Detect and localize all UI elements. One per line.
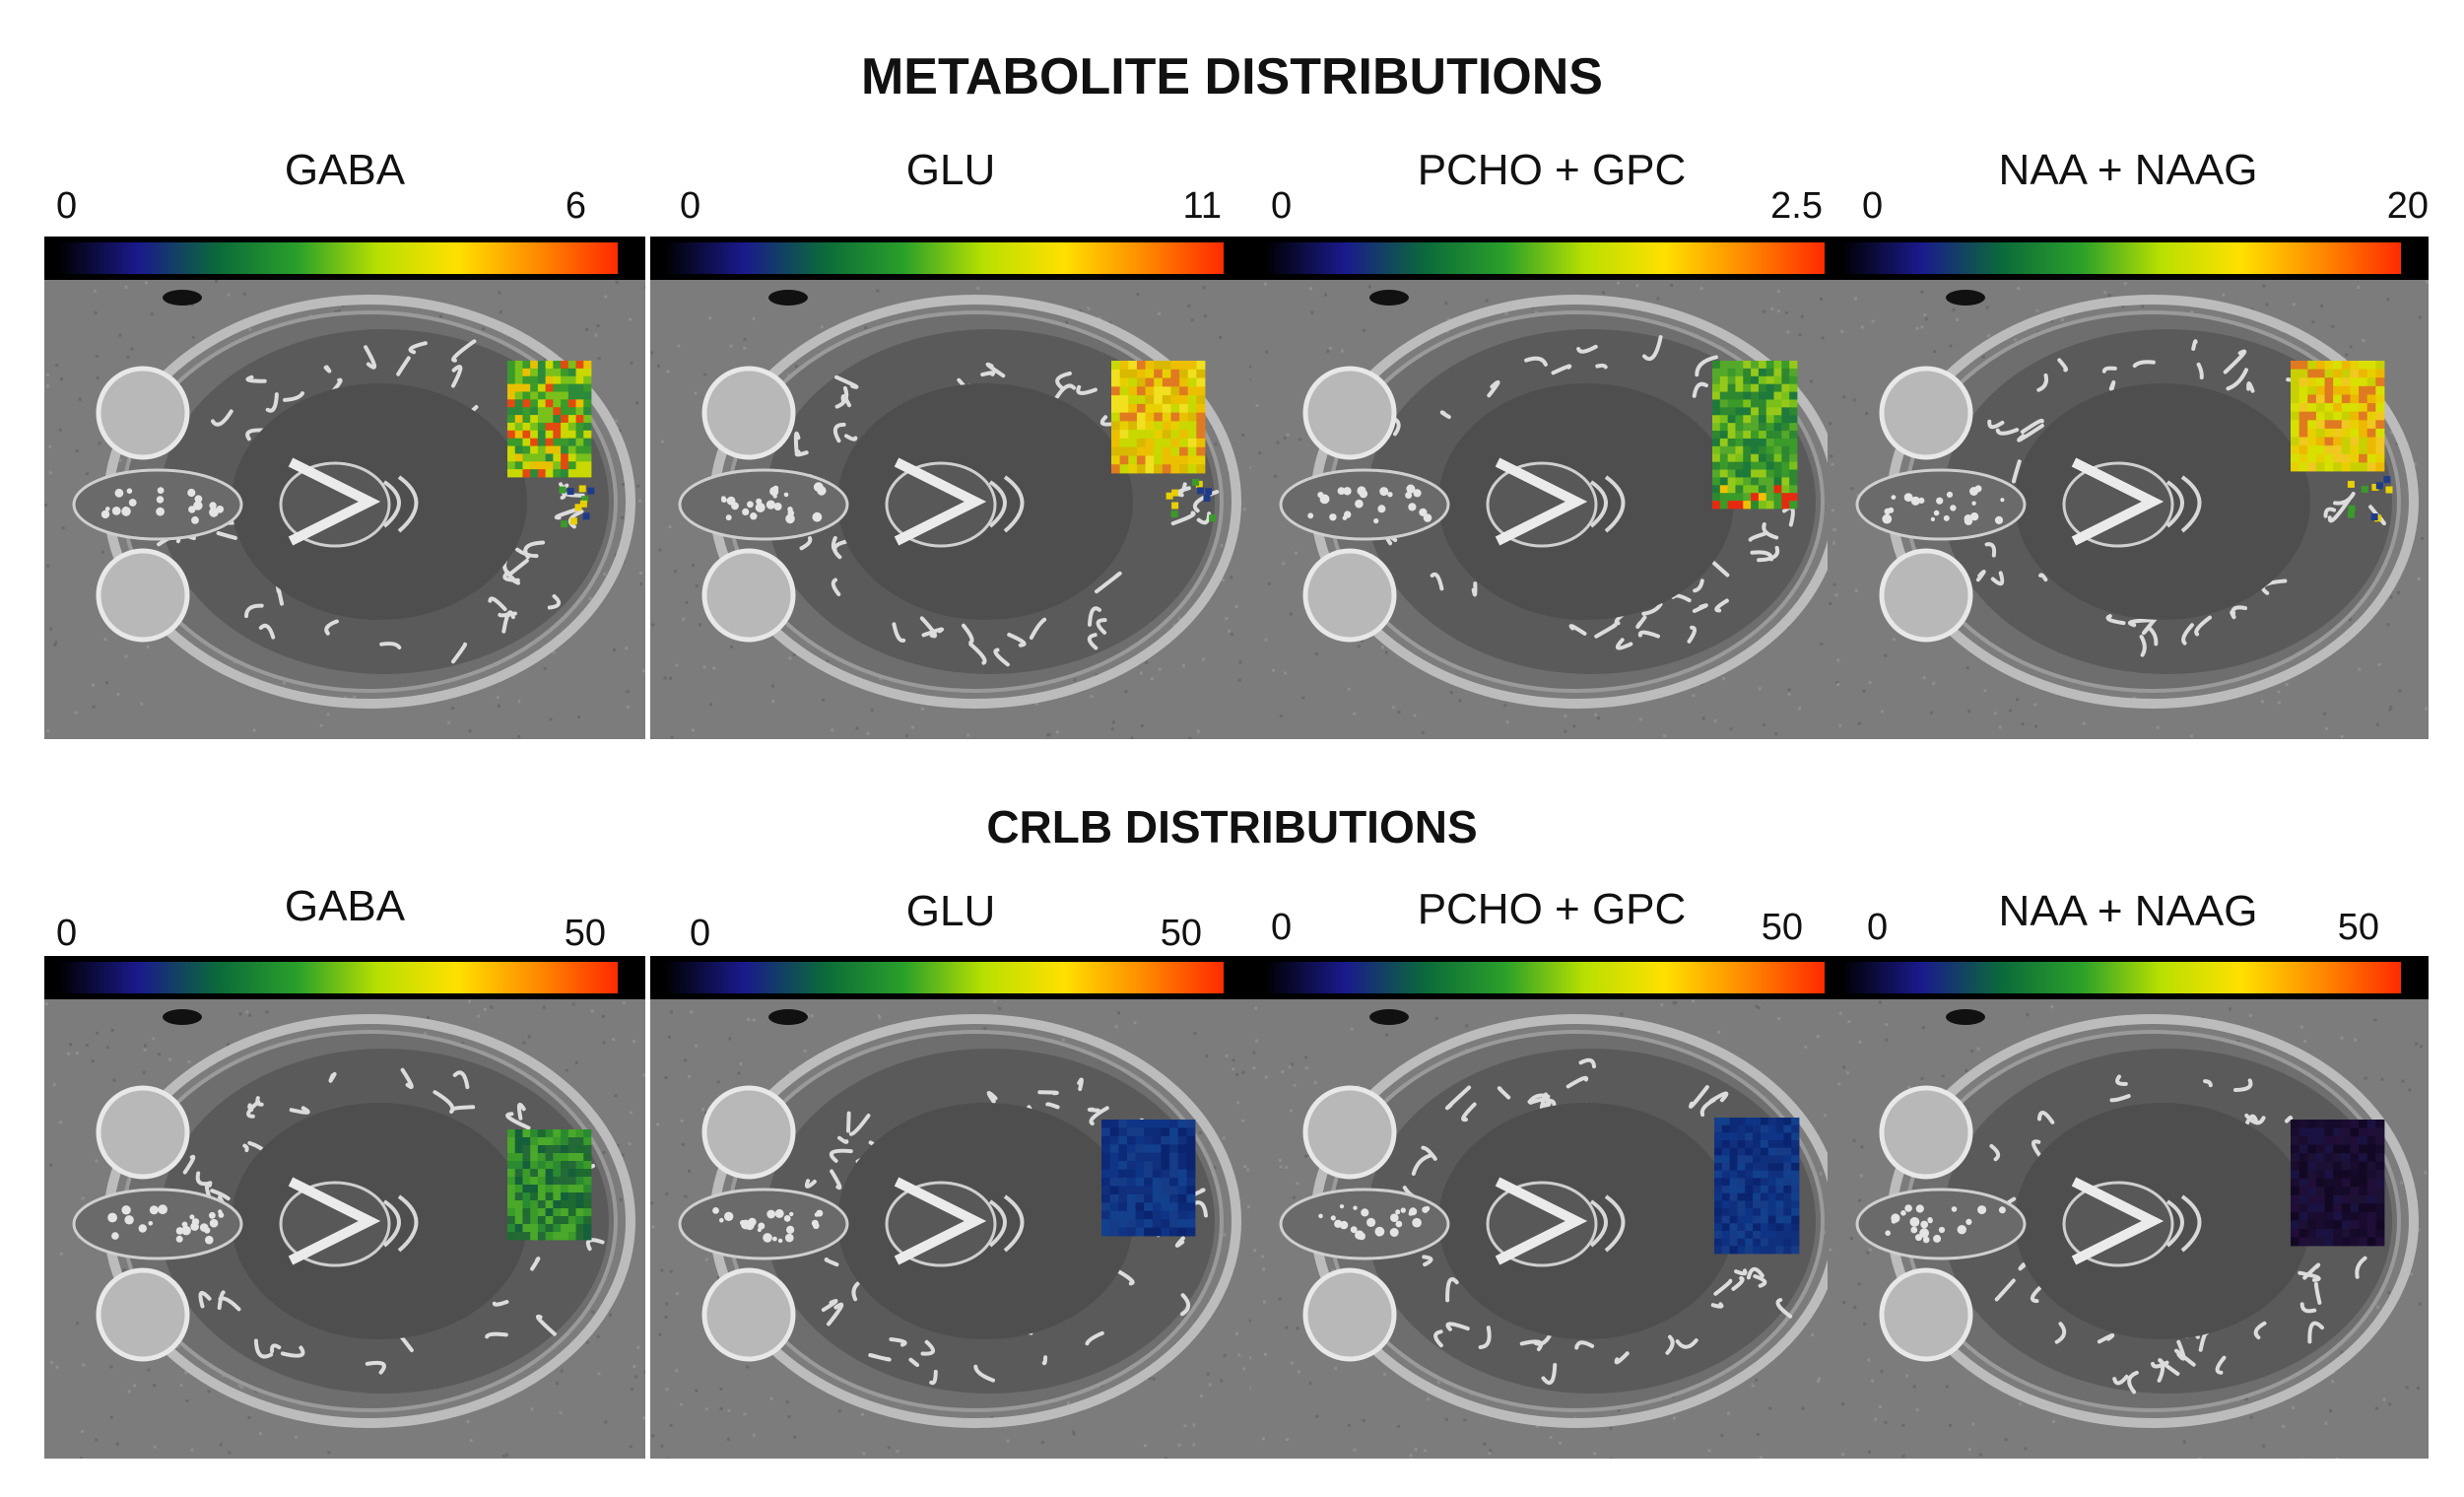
colorbar-min-label: 0	[1271, 185, 1293, 227]
panel-label: PCHO + GPC	[1417, 885, 1687, 933]
brain-mri-slice	[1828, 280, 2429, 739]
colorbar-min-label: 0	[1271, 907, 1293, 948]
colorbar-gradient	[664, 962, 1224, 993]
section-title-metabolite: METABOLITE DISTRIBUTIONS	[860, 48, 1603, 105]
colorbar-gradient	[1265, 242, 1825, 274]
colorbar-gradient	[664, 242, 1224, 274]
panel-label: GABA	[284, 882, 406, 930]
colorbar	[1828, 956, 2429, 999]
colorbar-min-label: 0	[1867, 907, 1889, 948]
colorbar-gradient	[1841, 962, 2401, 993]
colorbar-max-label: 11	[1182, 185, 1222, 227]
panel-label: GLU	[905, 146, 996, 194]
brain-mri-slice	[1828, 999, 2429, 1459]
colorbar-gradient	[1841, 242, 2401, 274]
panel-label: NAA + NAAG	[1998, 887, 2258, 935]
brain-mri-slice	[1251, 999, 1852, 1459]
colorbar-gradient	[58, 962, 618, 993]
colorbar	[1828, 237, 2429, 280]
panel-label: GLU	[905, 887, 996, 935]
colorbar-min-label: 0	[56, 913, 78, 954]
colorbar-min-label: 0	[56, 185, 78, 227]
colorbar-max-label: 50	[1160, 913, 1202, 954]
brain-mri-slice	[1251, 280, 1852, 739]
panel-label: PCHO + GPC	[1417, 146, 1687, 194]
colorbar-max-label: 20	[2386, 185, 2429, 227]
panel-label: GABA	[284, 146, 406, 194]
brain-mri-slice	[650, 280, 1251, 739]
colorbar	[44, 956, 645, 999]
colorbar-gradient	[1265, 962, 1825, 993]
colorbar-max-label: 2.5	[1770, 185, 1823, 227]
colorbar	[44, 237, 645, 280]
colorbar-min-label: 0	[680, 185, 701, 227]
brain-mri-slice	[44, 280, 645, 739]
panel-label: NAA + NAAG	[1998, 146, 2258, 194]
colorbar-max-label: 50	[2337, 907, 2379, 948]
colorbar	[1251, 237, 1852, 280]
colorbar-min-label: 0	[1862, 185, 1884, 227]
colorbar	[1251, 956, 1852, 999]
colorbar	[650, 237, 1251, 280]
brain-mri-slice	[44, 999, 645, 1459]
colorbar-min-label: 0	[690, 913, 711, 954]
colorbar-max-label: 50	[1761, 907, 1803, 948]
brain-mri-slice	[650, 999, 1251, 1459]
colorbar-max-label: 6	[565, 185, 586, 227]
colorbar	[650, 956, 1251, 999]
colorbar-max-label: 50	[564, 913, 606, 954]
section-title-crlb: CRLB DISTRIBUTIONS	[986, 801, 1478, 852]
colorbar-gradient	[58, 242, 618, 274]
